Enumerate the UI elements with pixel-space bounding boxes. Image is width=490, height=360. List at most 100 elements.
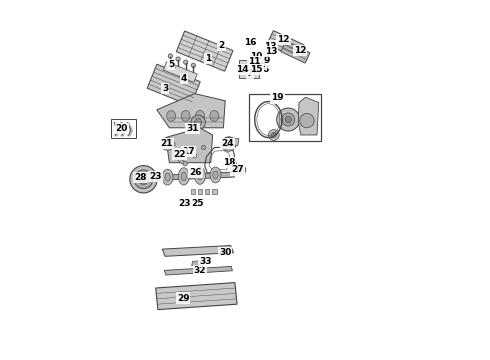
Bar — [205, 189, 209, 194]
Text: 9: 9 — [264, 56, 270, 65]
Circle shape — [285, 116, 292, 123]
Text: 10: 10 — [250, 52, 263, 61]
Circle shape — [223, 248, 229, 254]
Circle shape — [134, 170, 153, 189]
Text: 12: 12 — [294, 46, 306, 55]
Circle shape — [183, 162, 187, 166]
Text: 6: 6 — [262, 65, 269, 74]
Polygon shape — [267, 31, 304, 59]
Polygon shape — [163, 62, 197, 82]
Ellipse shape — [162, 169, 173, 185]
Bar — [163, 140, 172, 148]
Text: 33: 33 — [199, 256, 212, 266]
Ellipse shape — [163, 138, 172, 144]
Ellipse shape — [210, 167, 221, 183]
Text: 17: 17 — [182, 147, 195, 156]
Circle shape — [260, 67, 265, 72]
Ellipse shape — [181, 111, 190, 121]
Circle shape — [259, 59, 263, 63]
Ellipse shape — [178, 168, 189, 185]
Bar — [191, 189, 195, 194]
Circle shape — [141, 177, 146, 181]
Ellipse shape — [196, 111, 204, 121]
Text: 18: 18 — [222, 158, 235, 167]
Text: 29: 29 — [177, 294, 190, 302]
Circle shape — [174, 153, 179, 157]
Polygon shape — [239, 60, 259, 78]
Polygon shape — [176, 31, 233, 71]
Circle shape — [193, 153, 197, 158]
Bar — [248, 94, 320, 141]
Polygon shape — [147, 64, 200, 106]
Text: 12: 12 — [277, 35, 290, 44]
Bar — [212, 189, 217, 194]
Circle shape — [239, 168, 244, 172]
Text: 31: 31 — [187, 125, 199, 134]
Circle shape — [139, 174, 148, 184]
Polygon shape — [166, 128, 213, 163]
Circle shape — [221, 137, 236, 151]
Text: 32: 32 — [194, 266, 206, 275]
Circle shape — [154, 173, 158, 176]
Circle shape — [300, 113, 314, 128]
Polygon shape — [164, 266, 232, 275]
Circle shape — [271, 132, 276, 138]
Ellipse shape — [181, 172, 187, 181]
Circle shape — [176, 57, 180, 61]
Polygon shape — [156, 283, 237, 310]
Circle shape — [225, 140, 232, 148]
Text: 23: 23 — [149, 172, 162, 181]
Text: 4: 4 — [181, 74, 187, 83]
Text: 7: 7 — [247, 69, 253, 78]
Text: 20: 20 — [116, 125, 128, 134]
Bar — [198, 189, 202, 194]
Text: 1: 1 — [205, 54, 211, 63]
Ellipse shape — [165, 173, 171, 181]
Text: 25: 25 — [191, 199, 204, 208]
Text: 8: 8 — [260, 60, 266, 69]
Ellipse shape — [197, 171, 203, 180]
Text: 30: 30 — [219, 248, 231, 257]
Circle shape — [173, 151, 178, 156]
Ellipse shape — [210, 111, 219, 121]
Circle shape — [257, 63, 261, 67]
Polygon shape — [162, 246, 233, 256]
Bar — [111, 119, 136, 138]
Circle shape — [277, 108, 300, 131]
Polygon shape — [298, 97, 319, 135]
Polygon shape — [281, 41, 310, 63]
Circle shape — [191, 115, 205, 130]
Circle shape — [130, 166, 157, 193]
Text: 3: 3 — [162, 84, 168, 93]
Circle shape — [152, 176, 156, 180]
Text: 14: 14 — [236, 65, 248, 74]
Ellipse shape — [195, 167, 205, 184]
Text: 13: 13 — [264, 42, 276, 51]
Circle shape — [191, 63, 196, 67]
Circle shape — [251, 72, 254, 75]
Ellipse shape — [167, 111, 176, 121]
Text: 24: 24 — [221, 139, 234, 148]
Circle shape — [168, 54, 172, 58]
Circle shape — [171, 142, 175, 146]
Polygon shape — [192, 261, 201, 266]
Text: 5: 5 — [168, 60, 174, 69]
Text: 21: 21 — [160, 139, 173, 148]
Circle shape — [201, 145, 206, 150]
Circle shape — [184, 60, 188, 64]
Polygon shape — [174, 153, 186, 165]
Text: 26: 26 — [189, 168, 201, 177]
Ellipse shape — [163, 145, 172, 150]
Text: 19: 19 — [271, 94, 284, 103]
Text: 2: 2 — [219, 41, 225, 50]
Circle shape — [269, 130, 279, 140]
Polygon shape — [225, 138, 239, 146]
Text: 27: 27 — [231, 166, 244, 175]
Text: 13: 13 — [265, 47, 277, 56]
Text: 11: 11 — [248, 57, 261, 66]
Text: 16: 16 — [244, 38, 256, 47]
Text: 22: 22 — [173, 150, 186, 159]
Ellipse shape — [213, 171, 218, 179]
Text: 23: 23 — [178, 199, 191, 208]
Polygon shape — [157, 94, 225, 128]
